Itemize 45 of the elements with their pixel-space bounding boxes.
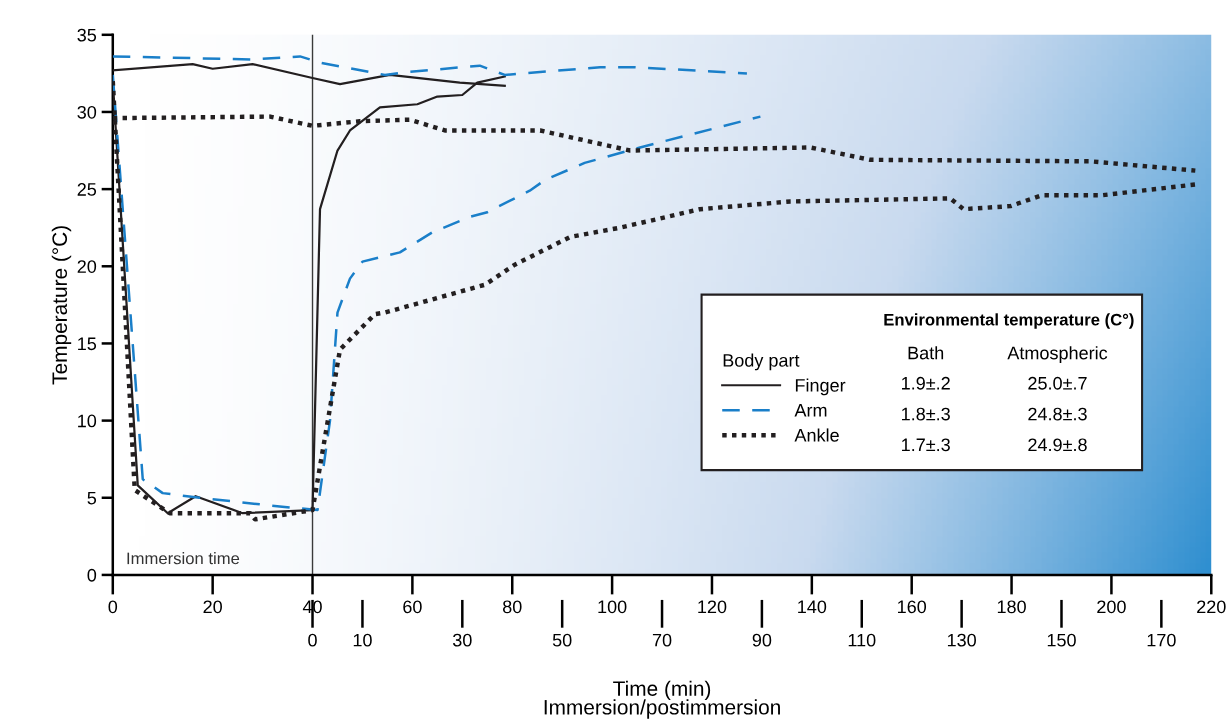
legend-label: Arm	[794, 404, 827, 417]
x-tick-label: 140	[798, 600, 827, 614]
x-tick-label: 20	[203, 600, 222, 614]
legend-label: Ankle	[794, 428, 839, 442]
x2-tick-label: 10	[353, 633, 372, 647]
y-axis-title: Temperature (°C)	[51, 226, 72, 385]
x-tick-label: 0	[108, 600, 118, 614]
annotation: 24.8±.3	[1028, 407, 1087, 421]
annotation: 24.9±.8	[1028, 438, 1087, 452]
x2-tick-label: 110	[848, 633, 876, 647]
x2-tick-label: 70	[652, 633, 672, 647]
x2-tick-label: 170	[1147, 633, 1176, 647]
x-tick-label: 200	[1097, 600, 1126, 614]
y-tick-label: 25	[77, 183, 97, 196]
annotation: 25.0±.7	[1028, 376, 1087, 390]
annotation: Environmental temperature (C°)	[884, 313, 1134, 329]
legend-title: Body part	[723, 353, 800, 371]
y-tick-label: 30	[77, 105, 97, 119]
y-tick-label: 5	[87, 491, 97, 505]
x2-tick-label: 90	[752, 633, 772, 647]
x-tick-label: 100	[598, 600, 627, 614]
x-tick-label: 160	[898, 600, 927, 614]
x2-tick-label: 130	[947, 633, 976, 647]
legend-label: Finger	[795, 378, 846, 396]
x-tick-label: 60	[403, 600, 422, 614]
x2-tick-label: 0	[308, 633, 317, 647]
annotation: Bath	[908, 346, 944, 360]
y-tick-label: 20	[77, 260, 97, 273]
x2-tick-label: 150	[1047, 633, 1076, 647]
x-axis-title: Time (min) Immersion/postimmersion	[544, 680, 780, 719]
x-tick-label: 80	[502, 600, 522, 614]
x-tick-label: 220	[1197, 600, 1226, 614]
annotation: Atmospheric	[1007, 346, 1108, 363]
y-tick-label: 15	[78, 337, 97, 351]
x2-tick-label: 50	[552, 633, 572, 647]
x-tick-label: 180	[997, 600, 1026, 614]
x2-tick-label: 30	[452, 633, 472, 647]
annotation: 1.9±.2	[902, 376, 950, 390]
y-tick-label: 10	[78, 414, 97, 428]
annotation: 1.8±.3	[902, 407, 950, 421]
y-tick-label: 0	[87, 568, 97, 582]
x-tick-label: 120	[698, 600, 727, 614]
annotation: Immersion time	[127, 552, 240, 565]
y-tick-label: 35	[77, 28, 97, 42]
annotation: 1.7±.3	[902, 438, 950, 452]
